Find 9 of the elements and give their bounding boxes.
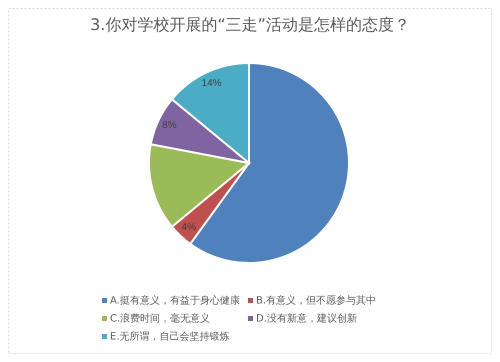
data-label: 4% — [182, 222, 196, 233]
legend-label: C.浪费时间，毫无意义 — [110, 312, 210, 325]
legend-label: E.无所谓，自己会坚持锻炼 — [110, 330, 230, 343]
legend-label: B.有意义，但不愿参与其中 — [256, 294, 376, 307]
chart-title: 3.你对学校开展的“三走”活动是怎样的态度？ — [90, 15, 410, 34]
legend-label: A.挺有意义，有益于身心健康 — [110, 294, 240, 307]
data-label: 14% — [202, 78, 222, 90]
legend-label: D.没有新意，建议创新 — [256, 312, 357, 325]
data-label: 8% — [162, 120, 177, 132]
